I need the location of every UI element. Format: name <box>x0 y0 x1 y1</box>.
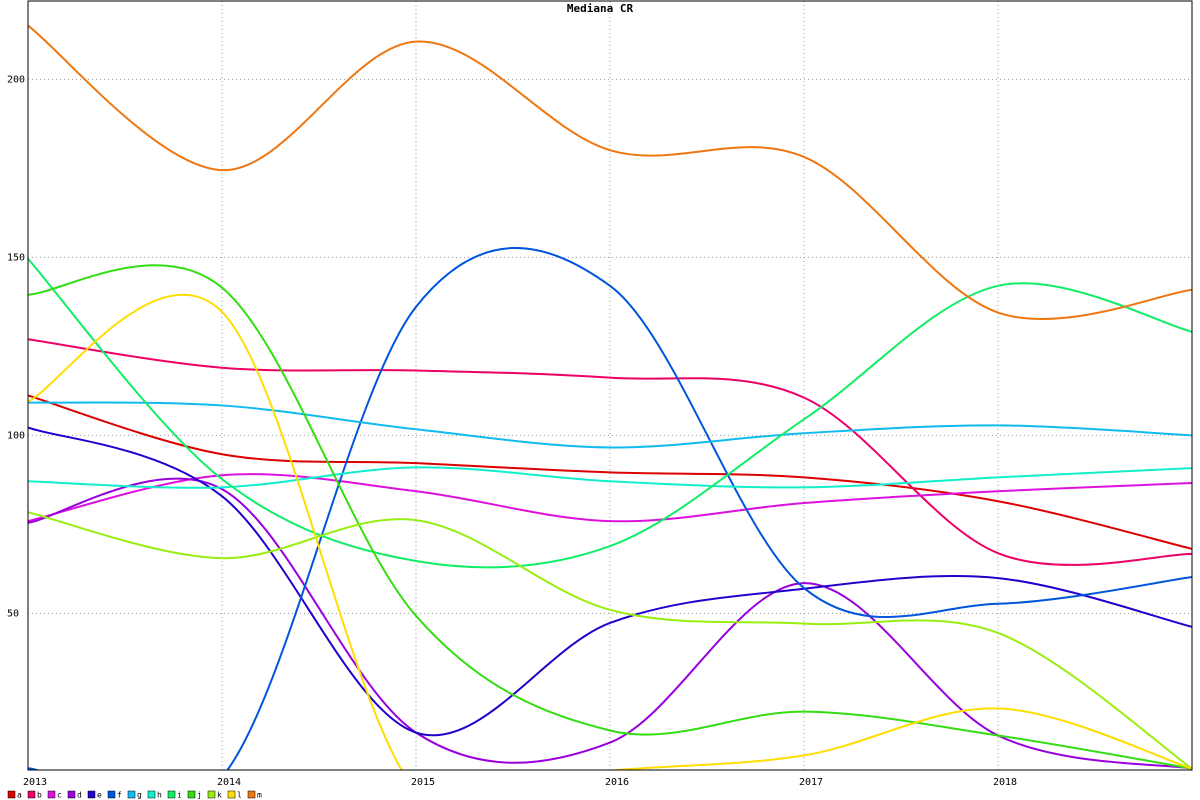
series-line <box>28 511 1192 770</box>
legend-label: b <box>37 791 42 800</box>
series-line <box>28 264 1192 770</box>
series-line <box>28 338 1192 566</box>
plot-frame <box>27 0 1193 771</box>
legend-swatch <box>87 790 96 799</box>
x-tick-label: 2018 <box>993 777 1017 788</box>
legend-swatch <box>67 790 76 799</box>
y-tick-label: 150 <box>7 252 25 263</box>
legend-label: m <box>257 791 262 800</box>
series-line <box>28 258 1192 569</box>
series-line <box>28 394 1192 550</box>
x-tick-label: 2015 <box>411 777 435 788</box>
legend-label: h <box>157 791 162 800</box>
axis-labels: 50 100 150 200 2013 2014 2015 2016 2017 2018 <box>7 74 1017 788</box>
y-tick-label: 50 <box>7 608 19 619</box>
legend-swatch <box>7 790 16 799</box>
legend: a b c d e f g h i j k l m <box>7 790 262 800</box>
chart-title: Mediana CR <box>567 2 634 15</box>
legend-swatch <box>167 790 176 799</box>
legend-label: f <box>117 791 122 800</box>
y-tick-label: 100 <box>7 430 25 441</box>
series-line <box>28 401 1192 449</box>
plot-lines <box>28 24 1192 770</box>
legend-label: j <box>197 791 202 800</box>
x-tick-label: 2016 <box>605 777 629 788</box>
x-tick-label: 2014 <box>217 777 241 788</box>
legend-swatch <box>227 790 236 799</box>
series-line <box>28 293 1192 770</box>
legend-swatch <box>127 790 136 799</box>
x-tick-label: 2017 <box>799 777 823 788</box>
legend-swatch <box>47 790 56 799</box>
series-line <box>28 473 1192 523</box>
legend-swatch <box>187 790 196 799</box>
x-tick-label: 2013 <box>23 777 47 788</box>
series-line <box>28 466 1192 489</box>
legend-swatch <box>247 790 256 799</box>
series-line <box>28 477 1192 770</box>
legend-label: d <box>77 791 82 800</box>
grid <box>28 1 1192 770</box>
legend-label: i <box>177 791 182 800</box>
legend-label: e <box>97 791 102 800</box>
legend-label: a <box>17 791 22 800</box>
legend-label: k <box>217 791 222 800</box>
legend-swatch <box>207 790 216 799</box>
series-line <box>28 24 1192 321</box>
legend-label: c <box>57 791 62 800</box>
legend-swatch <box>27 790 36 799</box>
legend-swatch <box>107 790 116 799</box>
series-line <box>28 247 1192 770</box>
legend-label: l <box>237 791 242 800</box>
series-line <box>28 426 1192 737</box>
y-tick-label: 200 <box>7 74 25 85</box>
legend-label: g <box>137 791 142 800</box>
legend-swatch <box>147 790 156 799</box>
